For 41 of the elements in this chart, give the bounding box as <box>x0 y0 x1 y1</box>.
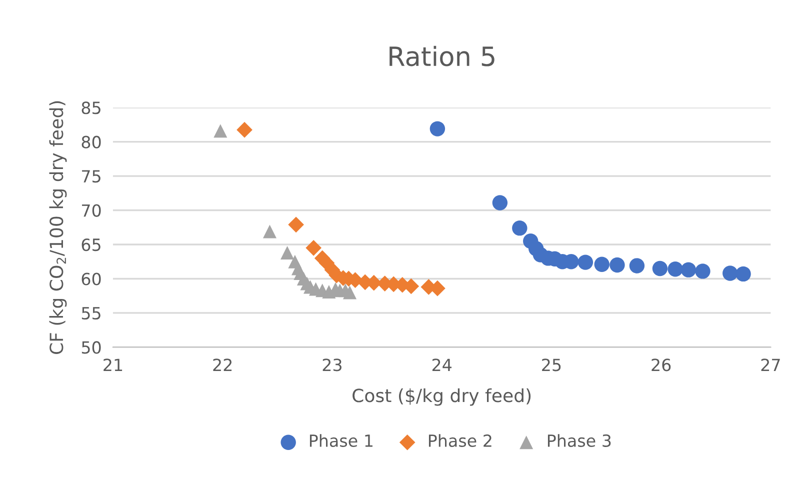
y-tick-label: 60 <box>82 272 101 286</box>
point <box>610 257 625 273</box>
chart-title: Ration 5 <box>390 46 494 66</box>
point <box>214 124 228 138</box>
point <box>695 264 710 279</box>
point <box>430 121 446 136</box>
x-tick-label: 27 <box>761 358 780 371</box>
point <box>578 254 594 270</box>
point <box>680 262 696 278</box>
y-tick-label: 70 <box>82 204 101 217</box>
point <box>668 262 683 277</box>
point <box>512 220 528 236</box>
x-tick-label: 26 <box>652 358 671 372</box>
legend-label: Phase 1 <box>310 434 372 447</box>
y-tick-label: 75 <box>82 170 100 183</box>
point <box>342 286 357 300</box>
point <box>306 240 322 256</box>
point <box>594 256 610 272</box>
point <box>262 224 276 238</box>
y-tick-label: 65 <box>82 238 100 252</box>
y-axis-title: CF (kg CO$_{2}$/100 kg dry feed) <box>49 101 67 354</box>
point <box>492 195 508 210</box>
point <box>280 246 294 260</box>
y-tick-label: 50 <box>82 341 101 354</box>
y-tick-label: 85 <box>82 102 100 114</box>
x-tick-label: 23 <box>322 358 342 372</box>
x-axis-title: Cost ($/kg dry feed) <box>352 388 531 406</box>
point <box>736 266 751 282</box>
legend-label: Phase 3 <box>548 434 611 447</box>
x-tick-label: 21 <box>104 358 122 371</box>
x-tick-label: 25 <box>542 358 561 372</box>
point <box>288 216 304 233</box>
point <box>629 258 645 274</box>
y-tick-label: 80 <box>82 136 101 148</box>
x-tick-label: 22 <box>213 358 232 371</box>
point <box>722 266 738 281</box>
x-tick-label: 24 <box>432 358 452 371</box>
point <box>652 260 668 276</box>
point <box>236 122 252 138</box>
y-tick-label: 55 <box>82 307 100 320</box>
legend-label: Phase 2 <box>428 434 492 447</box>
